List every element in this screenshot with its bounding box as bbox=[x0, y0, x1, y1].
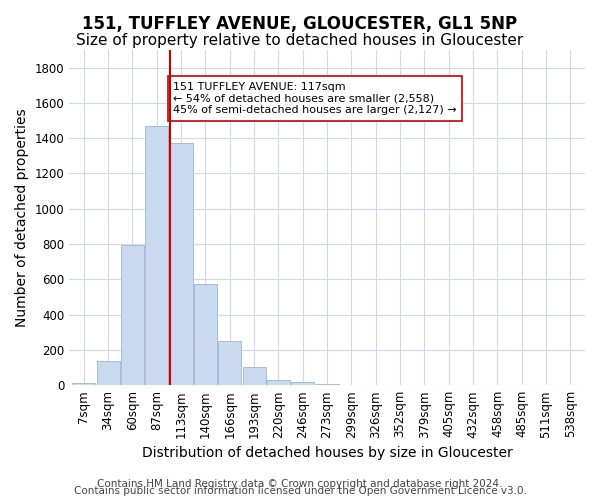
Text: Contains public sector information licensed under the Open Government Licence v3: Contains public sector information licen… bbox=[74, 486, 526, 496]
Bar bbox=[97, 362, 119, 385]
Bar bbox=[291, 382, 314, 385]
Bar bbox=[242, 366, 266, 385]
X-axis label: Distribution of detached houses by size in Gloucester: Distribution of detached houses by size … bbox=[142, 446, 512, 460]
Bar bbox=[121, 245, 144, 385]
Text: Size of property relative to detached houses in Gloucester: Size of property relative to detached ho… bbox=[76, 32, 524, 48]
Bar bbox=[170, 144, 193, 385]
Bar bbox=[194, 284, 217, 385]
Text: Contains HM Land Registry data © Crown copyright and database right 2024.: Contains HM Land Registry data © Crown c… bbox=[97, 479, 503, 489]
Text: 151, TUFFLEY AVENUE, GLOUCESTER, GL1 5NP: 151, TUFFLEY AVENUE, GLOUCESTER, GL1 5NP bbox=[82, 15, 518, 33]
Y-axis label: Number of detached properties: Number of detached properties bbox=[15, 108, 29, 327]
Text: 151 TUFFLEY AVENUE: 117sqm
← 54% of detached houses are smaller (2,558)
45% of s: 151 TUFFLEY AVENUE: 117sqm ← 54% of deta… bbox=[173, 82, 457, 115]
Bar bbox=[218, 341, 241, 385]
Bar bbox=[316, 384, 338, 385]
Bar bbox=[72, 382, 95, 385]
Bar bbox=[145, 126, 169, 385]
Bar bbox=[267, 380, 290, 385]
